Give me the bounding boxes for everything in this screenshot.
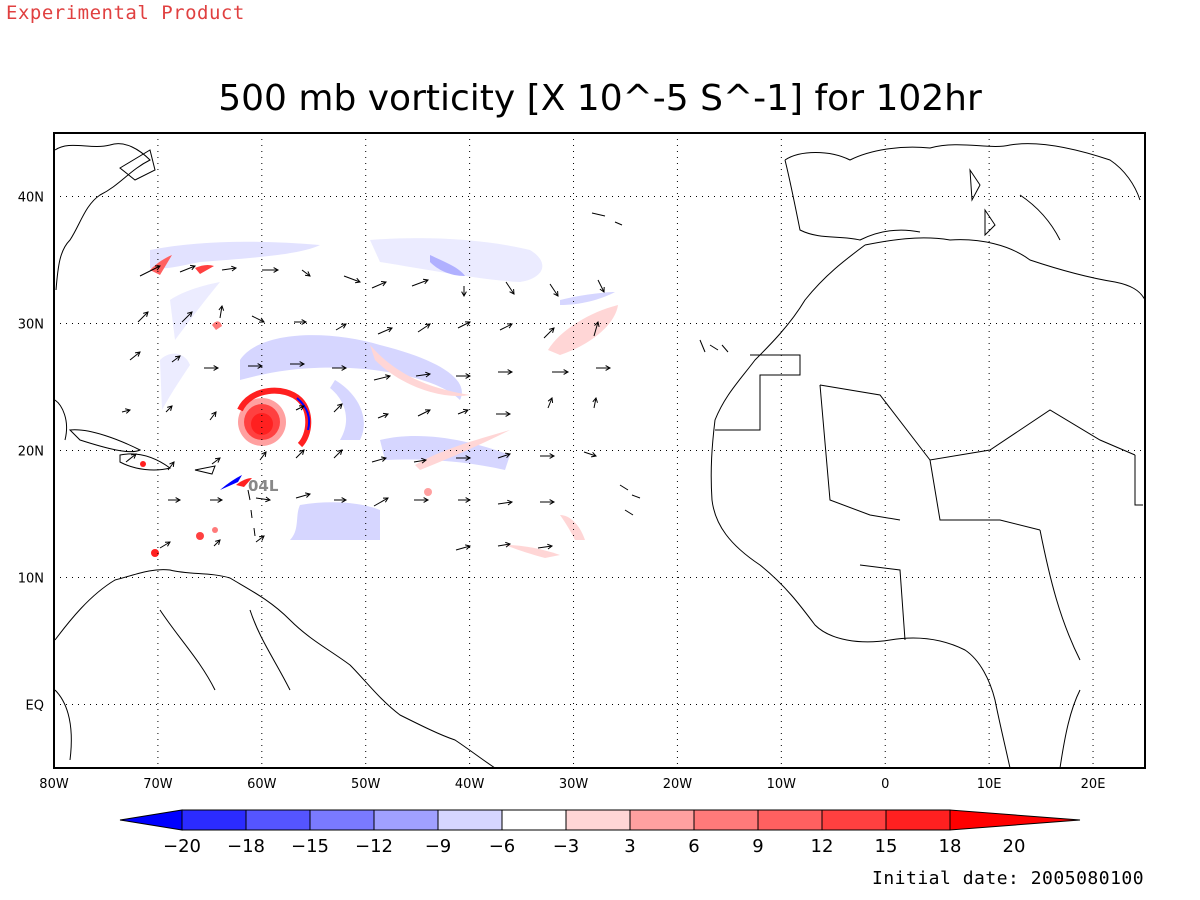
colorbar-segment [565,809,631,831]
map-frame [53,132,1146,769]
wind-vectors [121,264,612,551]
vorticity-shading [140,238,618,558]
colorbar-segment [629,809,695,831]
longitude-tick-label: 20E [1081,777,1106,792]
latitude-tick-label: 20N [18,445,44,460]
longitude-tick-label: 20W [663,777,693,792]
colorbar-tick-label: 9 [752,836,763,857]
colorbar-tick-label: 20 [1003,836,1026,857]
colorbar-tick-label: 18 [939,836,962,857]
longitude-tick-label: 10W [767,777,797,792]
coastlines [54,143,1146,769]
colorbar-segment [309,809,375,831]
colorbar-tick-label: −15 [291,836,329,857]
longitude-tick-label: 80W [39,777,69,792]
colorbar-segment [437,809,503,831]
colorbar-tick-label: −12 [355,836,393,857]
colorbar [119,809,1081,831]
colorbar-tick-label: −18 [227,836,265,857]
colorbar-tick-label: −9 [425,836,452,857]
colorbar-tick-label: −20 [163,836,201,857]
map-title: 500 mb vorticity [X 10^-5 S^-1] for 102h… [218,78,982,119]
longitude-labels: 80W 70W 60W 50W 40W 30W 20W 10W 0 10E 20E [39,777,1105,792]
colorbar-segment [885,809,951,831]
colorbar-tick-label: −6 [489,836,516,857]
longitude-tick-label: 10E [977,777,1002,792]
storm-id-label: 04L [248,477,279,495]
experimental-product-label: Experimental Product [6,2,245,24]
longitude-tick-label: 30W [559,777,589,792]
colorbar-segment [693,809,759,831]
latitude-labels: 40N 30N 20N 10N EQ [18,191,44,714]
latitude-tick-label: 10N [18,572,44,587]
colorbar-high-extension [949,809,1081,831]
longitude-tick-label: 40W [455,777,485,792]
longitude-tick-label: 0 [881,777,889,792]
latitude-tick-label: EQ [26,699,44,714]
colorbar-segment [501,809,567,831]
colorbar-tick-label: 12 [811,836,834,857]
colorbar-tick-label: 3 [624,836,635,857]
colorbar-tick-label: −3 [553,836,580,857]
latitude-tick-label: 40N [18,191,44,206]
longitude-tick-label: 50W [351,777,381,792]
colorbar-low-extension [119,809,183,831]
longitude-tick-label: 70W [143,777,173,792]
colorbar-tick-label: 15 [875,836,898,857]
colorbar-segment [757,809,823,831]
latitude-tick-label: 30N [18,318,44,333]
colorbar-labels: −20 −18 −15 −12 −9 −6 −3 3 6 9 12 15 18 20 [163,836,1025,857]
colorbar-segment [181,809,247,831]
colorbar-tick-label: 6 [688,836,699,857]
initial-date-label: Initial date: 2005080100 [872,868,1145,889]
longitude-tick-label: 60W [247,777,277,792]
lat-lon-grid [54,133,1145,768]
colorbar-segment [245,809,311,831]
colorbar-segment [373,809,439,831]
colorbar-segment [821,809,887,831]
